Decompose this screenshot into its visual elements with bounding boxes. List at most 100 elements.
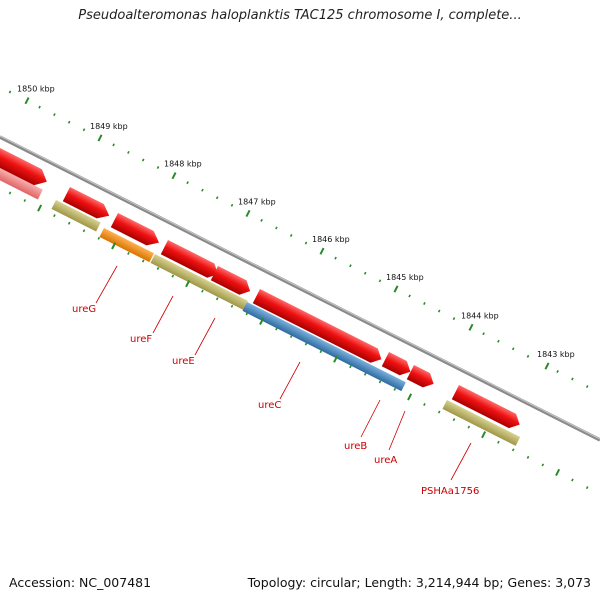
ruler-minor-tick: [141, 158, 145, 162]
ruler-minor-tick: [289, 234, 293, 237]
ruler-ticks: [8, 90, 589, 389]
inner-major-tick: [555, 468, 561, 477]
inner-minor-tick: [349, 365, 352, 369]
inner-major-tick: [407, 393, 413, 401]
inner-minor-tick: [378, 380, 382, 384]
inner-minor-tick: [289, 335, 293, 338]
ruler-minor-tick: [275, 226, 278, 230]
ruler-minor-tick: [127, 150, 130, 154]
gene-label-ureE: ureE: [172, 356, 195, 367]
inner-minor-tick: [275, 327, 278, 331]
ruler-major-tick: [24, 97, 30, 105]
inner-minor-tick: [82, 229, 86, 233]
inner-minor-tick: [53, 214, 56, 218]
ruler-labels: 1850 kbp 1849 kbp 1848 kbp 1847 kbp 1846 kbp…: [17, 85, 575, 359]
inner-minor-tick: [571, 478, 574, 482]
cds-arrow: [210, 266, 251, 295]
ruler-minor-tick: [363, 271, 367, 275]
inner-major-tick: [333, 355, 339, 363]
ruler-minor-tick: [526, 354, 530, 358]
ruler-minor-tick: [408, 294, 411, 298]
inner-minor-tick: [171, 274, 175, 278]
ruler-minor-tick: [452, 317, 456, 321]
backbone-highlight: [0, 135, 600, 440]
inner-minor-tick: [304, 342, 308, 346]
ruler-label: 1850 kbp: [17, 85, 55, 94]
backbone-line: [0, 135, 600, 442]
inner-minor-tick: [363, 372, 367, 376]
cds-arrow-faded: [0, 165, 43, 200]
inner-minor-tick: [245, 312, 249, 316]
blue-feature: [242, 302, 406, 392]
gene-label-ureF: ureF: [130, 334, 152, 345]
gene-leader: [95, 265, 118, 304]
ruler-label: 1846 kbp: [312, 235, 350, 244]
ruler-minor-tick: [482, 332, 485, 336]
gene-label-ureG: ureG: [72, 304, 96, 315]
feature-track: [51, 200, 521, 446]
cds-arrow: [381, 352, 411, 376]
inner-minor-tick: [526, 455, 530, 459]
inner-minor-tick: [393, 387, 397, 391]
gene-label-ureB: ureB: [344, 441, 367, 452]
map-title: Pseudoalteromonas haloplanktis TAC125 ch…: [78, 8, 522, 23]
inner-minor-tick: [467, 425, 471, 429]
inner-minor-tick: [67, 221, 71, 225]
gene-leader: [152, 295, 174, 334]
ruler-minor-tick: [571, 377, 574, 381]
ruler-minor-tick: [260, 218, 263, 222]
cds-arrow: [406, 365, 434, 388]
inner-ticks: [8, 191, 589, 490]
ruler-minor-tick: [82, 128, 86, 132]
ruler-minor-tick: [201, 188, 204, 192]
cds-arrow: [0, 145, 47, 186]
ruler-minor-tick: [38, 105, 41, 109]
topology-text: Topology: circular; Length: 3,214,944 bp…: [247, 575, 591, 590]
cds-arrow: [160, 240, 218, 278]
ruler-major-tick: [171, 172, 177, 180]
ruler-minor-tick: [186, 181, 189, 185]
inner-minor-tick: [127, 251, 130, 255]
ruler-label: 1844 kbp: [461, 311, 499, 320]
ruler-major-tick: [319, 247, 325, 255]
inner-minor-tick: [585, 486, 589, 490]
cds-arrow: [451, 385, 520, 429]
inner-minor-tick: [8, 191, 12, 195]
ruler-minor-tick: [156, 166, 160, 170]
ruler-minor-tick: [497, 339, 500, 343]
ruler-label: 1848 kbp: [164, 160, 202, 169]
ruler-minor-tick: [112, 143, 115, 147]
ruler-major-tick: [544, 362, 550, 370]
inner-major-tick: [111, 242, 117, 250]
ruler-minor-tick: [304, 241, 308, 245]
cds-arrow: [62, 187, 110, 219]
inner-minor-tick: [511, 448, 515, 452]
olive-feature: [51, 200, 101, 232]
ruler-minor-tick: [378, 279, 382, 283]
ruler-major-tick: [245, 209, 251, 218]
ruler-minor-tick: [437, 309, 441, 313]
inner-major-tick: [481, 431, 487, 439]
inner-minor-tick: [156, 267, 160, 271]
gene-leader: [360, 399, 381, 438]
olive-feature: [150, 254, 248, 310]
accession-text: Accession: NC_007481: [9, 575, 152, 590]
inner-minor-tick: [230, 304, 234, 308]
ruler-minor-tick: [215, 196, 219, 200]
cds-arrow: [110, 213, 160, 246]
ruler-label: 1845 kbp: [386, 273, 424, 282]
orange-feature: [99, 228, 154, 263]
inner-minor-tick: [541, 463, 545, 467]
gene-label-ureA: ureA: [374, 455, 397, 466]
ruler-minor-tick: [556, 369, 559, 373]
ruler-minor-tick: [423, 302, 426, 305]
ruler-minor-tick: [53, 113, 56, 117]
inner-minor-tick: [497, 440, 500, 444]
inner-major-tick: [37, 204, 43, 212]
cds-track: [0, 145, 520, 429]
gene-leader: [194, 317, 216, 356]
inner-major-tick: [185, 280, 191, 288]
ruler-major-tick: [468, 323, 474, 331]
inner-major-tick: [259, 317, 265, 325]
